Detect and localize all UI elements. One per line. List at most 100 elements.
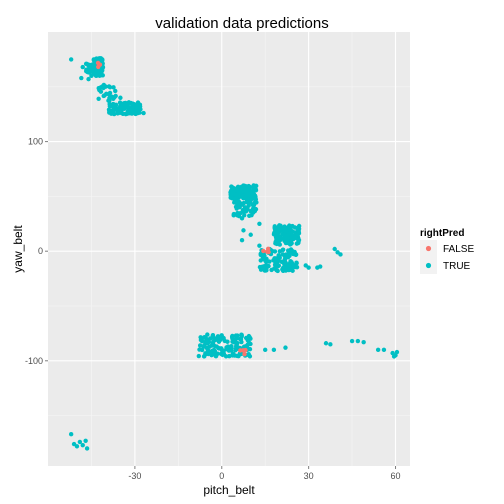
data-point-true bbox=[204, 345, 209, 351]
data-point-true bbox=[111, 85, 116, 90]
data-point-true bbox=[234, 336, 239, 341]
data-point-true bbox=[361, 339, 366, 345]
data-point-true bbox=[278, 223, 283, 228]
data-point-true bbox=[332, 246, 337, 252]
data-point-true bbox=[229, 344, 234, 349]
data-point-true bbox=[118, 106, 123, 111]
data-point-false bbox=[261, 248, 266, 254]
data-point-true bbox=[111, 111, 117, 117]
data-point-true bbox=[80, 64, 85, 70]
data-point-true bbox=[79, 75, 84, 81]
x-axis-ticks: -30 0 30 60 bbox=[128, 466, 401, 481]
data-point-true bbox=[278, 234, 283, 239]
data-point-true bbox=[141, 110, 146, 116]
data-point-true bbox=[99, 68, 105, 74]
data-point-true bbox=[394, 349, 400, 355]
data-point-true bbox=[237, 204, 242, 210]
data-point-true bbox=[242, 205, 248, 210]
data-point-false bbox=[238, 348, 243, 353]
data-point-true bbox=[74, 444, 80, 449]
data-point-true bbox=[375, 347, 381, 353]
data-points bbox=[68, 56, 400, 451]
data-point-true bbox=[328, 342, 333, 347]
legend: rightPred FALSE TRUE bbox=[420, 228, 474, 274]
legend-swatch-true bbox=[425, 262, 432, 269]
data-point-true bbox=[80, 442, 85, 448]
data-point-true bbox=[279, 228, 284, 233]
data-point-true bbox=[248, 200, 253, 205]
data-point-true bbox=[257, 221, 262, 226]
legend-title: rightPred bbox=[420, 228, 464, 239]
data-point-true bbox=[233, 204, 239, 210]
data-point-true bbox=[198, 335, 203, 340]
data-point-true bbox=[236, 192, 241, 198]
legend-swatch-false bbox=[425, 245, 432, 252]
data-point-true bbox=[213, 354, 219, 359]
data-point-true bbox=[107, 85, 113, 90]
data-point-true bbox=[196, 353, 202, 359]
data-point-false bbox=[242, 351, 247, 357]
x-tick-label: 0 bbox=[219, 471, 224, 481]
data-point-true bbox=[230, 339, 235, 344]
data-point-true bbox=[113, 107, 118, 112]
data-point-true bbox=[283, 345, 288, 350]
data-point-true bbox=[266, 263, 271, 269]
data-point-true bbox=[96, 72, 101, 77]
data-point-true bbox=[236, 184, 241, 190]
data-point-true bbox=[263, 258, 268, 264]
data-point-true bbox=[89, 73, 94, 79]
data-point-true bbox=[83, 438, 88, 443]
data-point-true bbox=[68, 57, 74, 62]
data-point-true bbox=[282, 233, 287, 239]
data-point-true bbox=[101, 93, 106, 99]
data-point-true bbox=[96, 96, 101, 102]
data-point-true bbox=[206, 351, 211, 357]
data-point-true bbox=[77, 439, 83, 445]
data-point-true bbox=[118, 110, 124, 116]
data-point-false bbox=[96, 64, 101, 70]
data-point-true bbox=[381, 347, 387, 353]
data-point-true bbox=[252, 208, 258, 214]
data-point-true bbox=[355, 338, 361, 344]
data-point-true bbox=[253, 197, 259, 202]
x-tick-label: 30 bbox=[304, 471, 314, 481]
data-point-true bbox=[246, 336, 252, 341]
data-point-true bbox=[97, 87, 102, 93]
data-point-true bbox=[246, 352, 251, 357]
data-point-true bbox=[123, 111, 129, 117]
data-point-true bbox=[283, 268, 288, 273]
data-point-true bbox=[247, 184, 253, 190]
data-point-true bbox=[92, 65, 98, 70]
y-axis-label: yaw_belt bbox=[11, 225, 25, 273]
data-point-true bbox=[247, 340, 252, 346]
data-point-true bbox=[109, 94, 114, 99]
data-point-true bbox=[121, 103, 126, 108]
data-point-true bbox=[210, 333, 216, 338]
data-point-true bbox=[236, 199, 241, 204]
data-point-true bbox=[100, 73, 105, 78]
data-point-true bbox=[137, 105, 142, 111]
data-point-true bbox=[249, 212, 254, 218]
data-point-true bbox=[222, 338, 227, 344]
data-point-true bbox=[251, 205, 256, 210]
x-tick-label: -30 bbox=[128, 471, 141, 481]
data-point-true bbox=[209, 343, 214, 348]
data-point-true bbox=[208, 336, 213, 341]
data-point-true bbox=[84, 446, 90, 451]
data-point-true bbox=[124, 102, 130, 107]
data-point-true bbox=[118, 95, 123, 100]
data-point-true bbox=[262, 253, 267, 258]
data-point-true bbox=[205, 332, 210, 337]
data-point-true bbox=[106, 92, 111, 97]
data-point-false bbox=[266, 249, 271, 255]
y-tick-label: 0 bbox=[38, 246, 43, 256]
data-point-true bbox=[211, 347, 217, 353]
data-point-true bbox=[260, 264, 265, 269]
data-point-true bbox=[349, 338, 355, 344]
data-point-true bbox=[204, 338, 209, 343]
data-point-true bbox=[293, 252, 299, 257]
data-point-true bbox=[230, 353, 235, 358]
data-point-true bbox=[248, 232, 253, 237]
data-point-true bbox=[271, 258, 276, 263]
data-point-true bbox=[197, 343, 203, 348]
